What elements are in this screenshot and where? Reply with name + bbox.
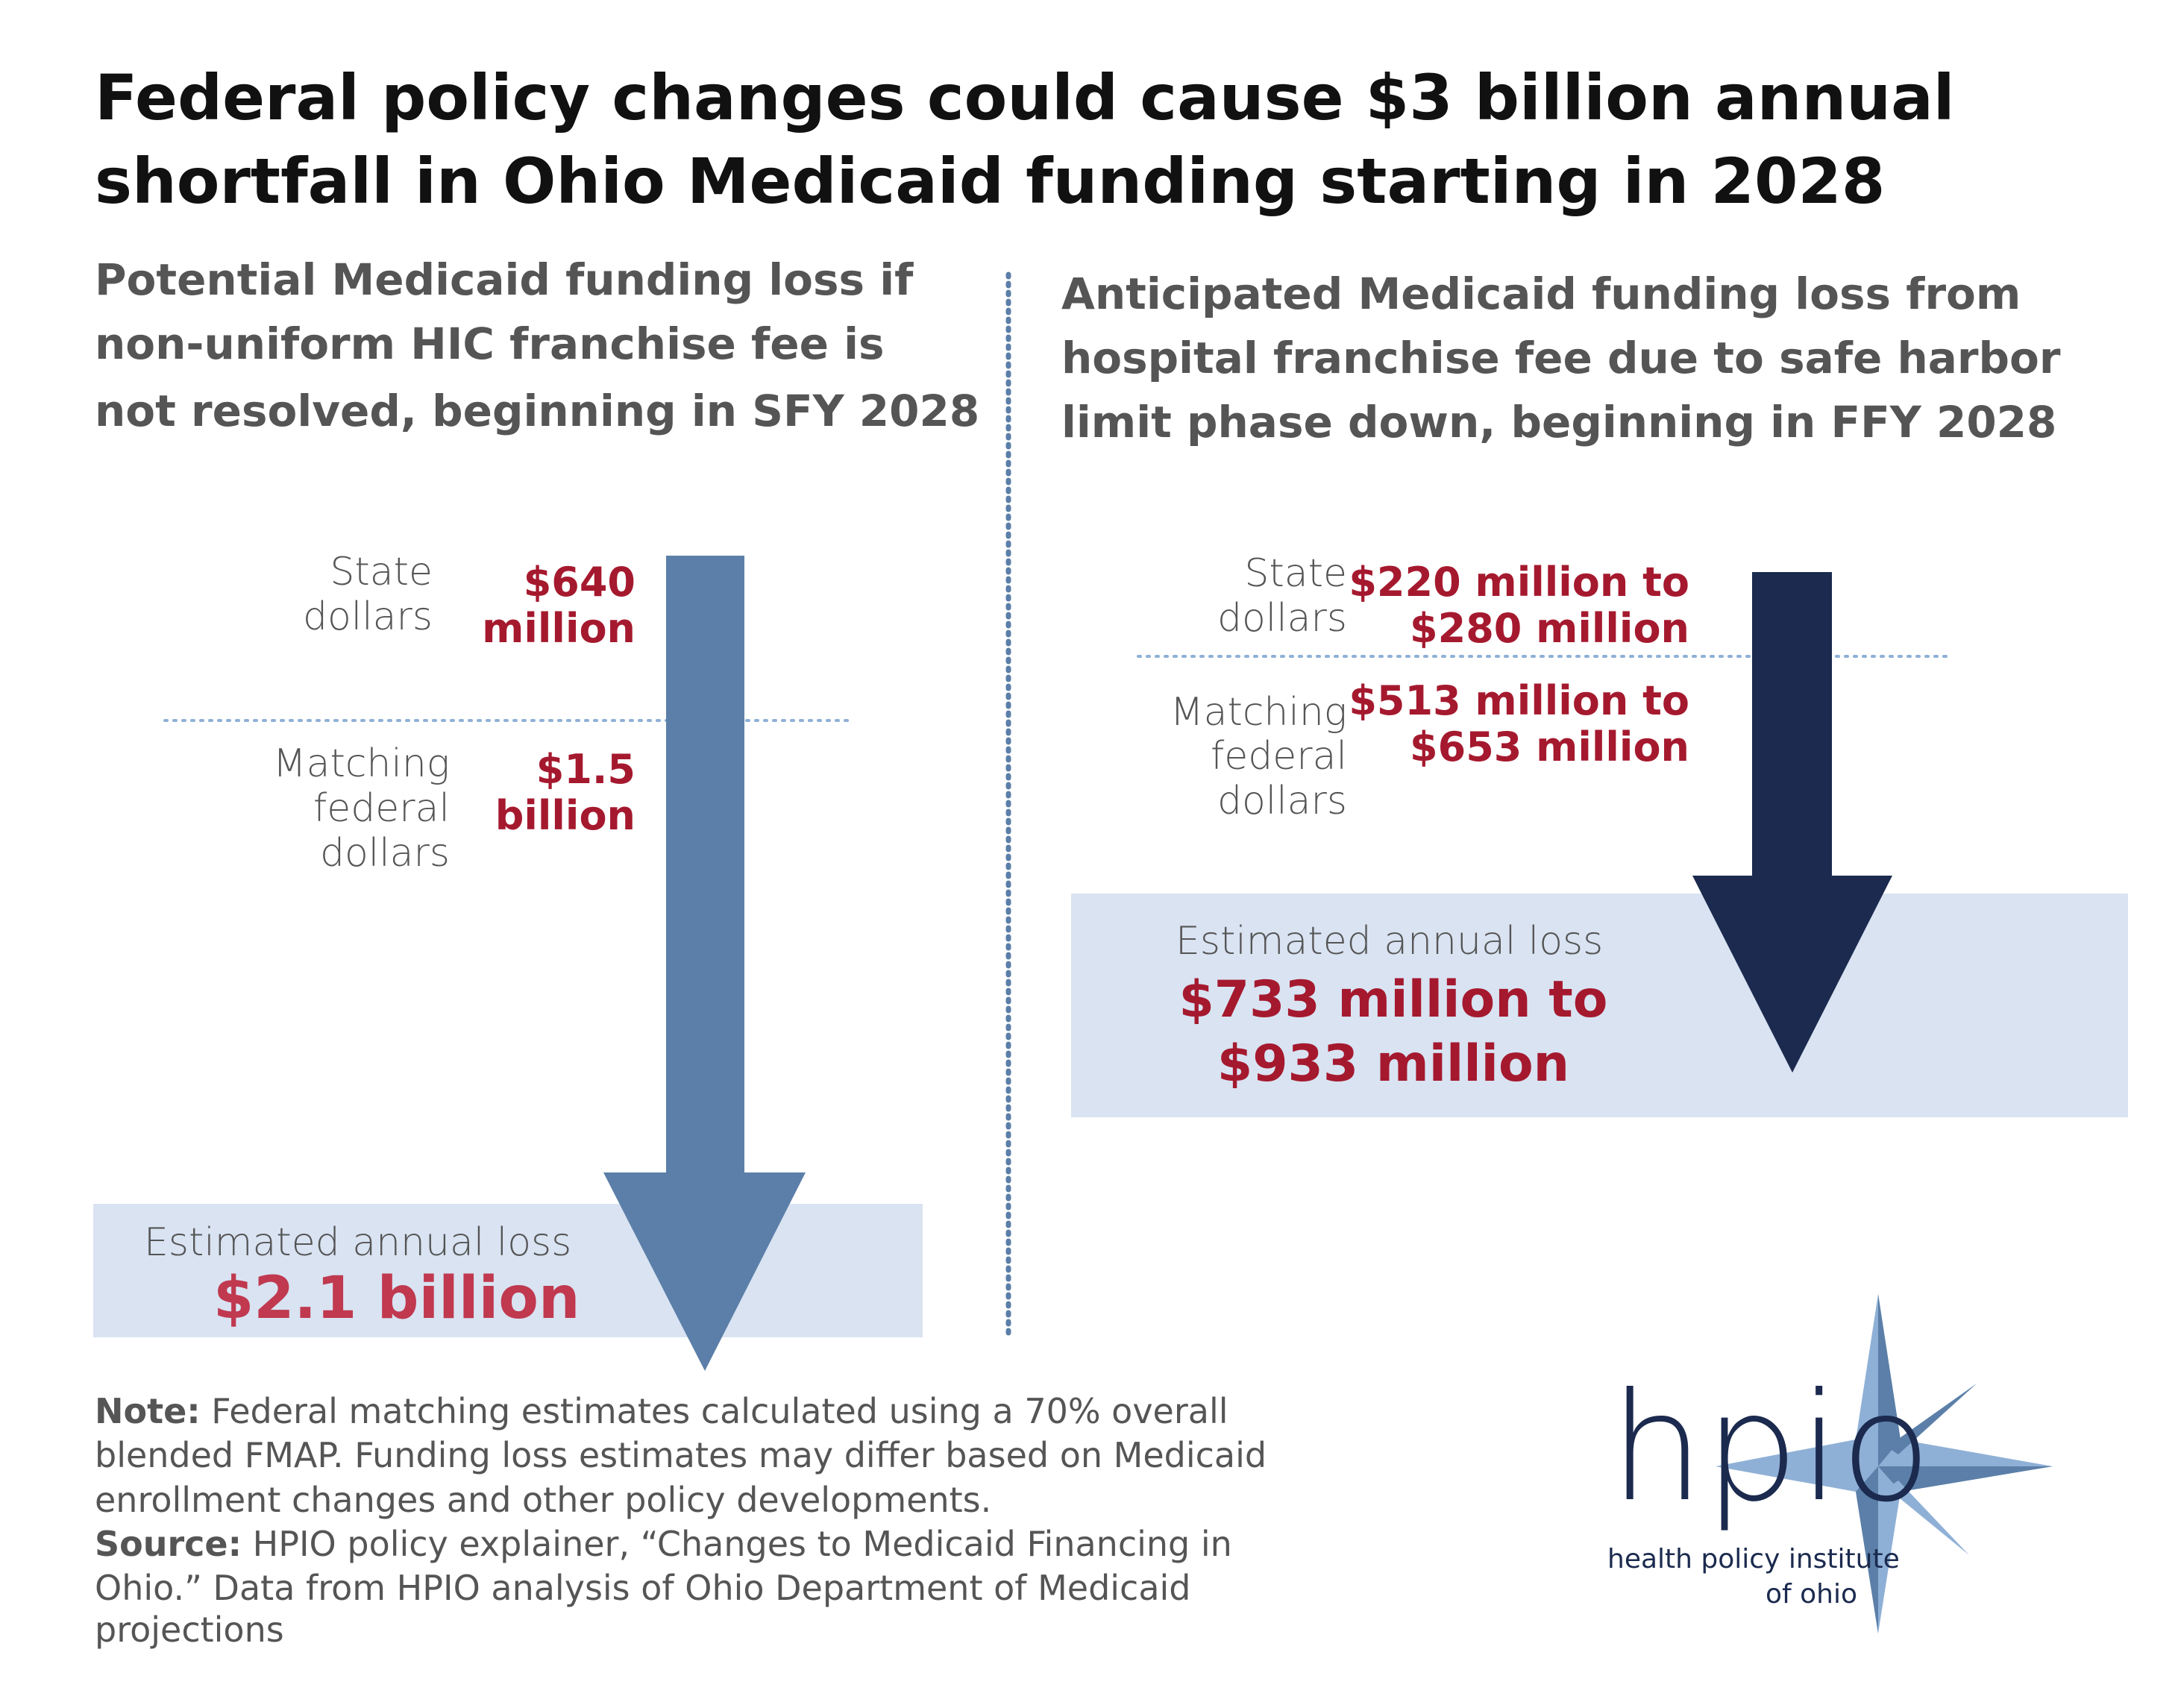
arrow xyxy=(603,556,806,1371)
panel-heading: non-uniform HIC franchise fee is xyxy=(95,318,885,369)
source: Source: HPIO policy explainer, “Changes … xyxy=(95,1524,1232,1564)
panel-heading: Anticipated Medicaid funding loss from xyxy=(1061,269,2021,319)
note-label: Note: xyxy=(95,1391,201,1431)
state-value: $220 million to xyxy=(1349,559,1689,606)
federal-label: dollars xyxy=(320,831,450,876)
federal-label: dollars xyxy=(1217,779,1347,823)
logo-star xyxy=(1887,1481,1969,1555)
note-text: blended FMAP. Funding loss estimates may… xyxy=(95,1435,1267,1475)
note: Note: Federal matching estimates calcula… xyxy=(95,1391,1228,1431)
state-value: $280 million xyxy=(1410,605,1689,652)
source-text: projections xyxy=(95,1610,284,1650)
arrow xyxy=(1692,572,1892,1073)
state-value: $640 xyxy=(524,559,635,606)
note-text: Federal matching estimates calculated us… xyxy=(201,1391,1228,1431)
state-label: dollars xyxy=(1217,596,1347,641)
total-label: Estimated annual loss xyxy=(1176,919,1603,964)
federal-label: federal xyxy=(313,786,450,831)
total-value: $933 million xyxy=(1217,1034,1569,1093)
federal-value: $513 million to xyxy=(1349,677,1689,724)
federal-value: $653 million xyxy=(1410,723,1689,770)
state-label: State xyxy=(1244,551,1347,596)
federal-value: billion xyxy=(495,792,635,839)
federal-value: $1.5 xyxy=(536,746,635,793)
logo-star xyxy=(1716,1294,2053,1633)
total-box xyxy=(1071,894,2128,1117)
logo-star xyxy=(1887,1384,1977,1454)
state-value: million xyxy=(482,605,635,652)
source-label: Source: xyxy=(95,1524,242,1564)
title: shortfall in Ohio Medicaid funding start… xyxy=(95,145,1885,218)
federal-label: Matching xyxy=(1170,690,1347,735)
title: Federal policy changes could cause $3 bi… xyxy=(95,61,1955,134)
total-label: Estimated annual loss xyxy=(144,1220,571,1265)
logo-star xyxy=(1878,1466,2053,1492)
source-text: Ohio.” Data from HPIO analysis of Ohio D… xyxy=(95,1568,1191,1608)
panel-heading: not resolved, beginning in SFY 2028 xyxy=(95,386,979,436)
note-text: enrollment changes and other policy deve… xyxy=(95,1480,991,1520)
panel-heading: limit phase down, beginning in FFY 2028 xyxy=(1061,397,2056,448)
federal-label: Matching xyxy=(273,741,450,786)
total-value: $733 million to xyxy=(1179,970,1607,1029)
logo-star xyxy=(1856,1466,1878,1633)
total-box xyxy=(93,1204,923,1337)
total-value: $2.1 billion xyxy=(213,1265,580,1332)
logo-name: of ohio xyxy=(1766,1579,1857,1610)
logo: hpio health policy institute of ohio xyxy=(1607,1294,2053,1633)
source-text: HPIO policy explainer, “Changes to Medic… xyxy=(242,1524,1232,1564)
federal-label: federal xyxy=(1211,734,1347,779)
logo-mark: hpio xyxy=(1610,1361,1932,1535)
state-label: State xyxy=(330,550,433,594)
panel-heading: Potential Medicaid funding loss if xyxy=(95,254,914,305)
state-label: dollars xyxy=(303,594,433,639)
logo-name: health policy institute xyxy=(1607,1544,1900,1574)
logo-star xyxy=(1878,1294,1901,1466)
panel-heading: hospital franchise fee due to safe harbo… xyxy=(1061,333,2061,383)
